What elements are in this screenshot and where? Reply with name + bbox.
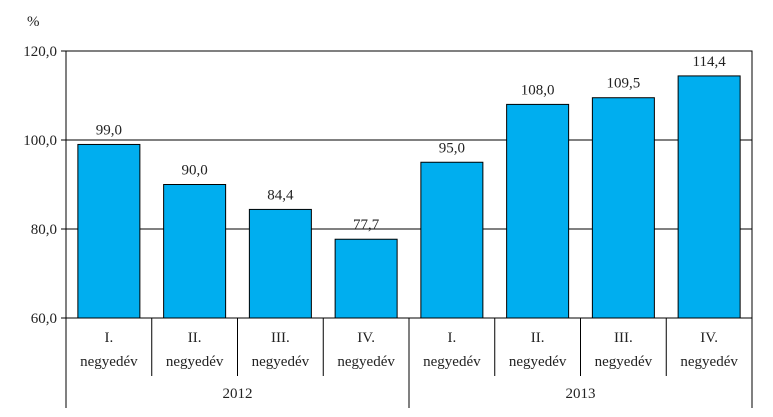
category-label-line2: negyedév	[423, 354, 481, 370]
category-label-line2: negyedév	[509, 354, 567, 370]
category-label-line1: III.	[271, 330, 290, 346]
bar-value-label: 114,4	[693, 54, 727, 70]
category-label-line2: negyedév	[166, 354, 224, 370]
x-category-labels: I. negyedév II. negyedév III. negyedév IV. negy…	[80, 330, 738, 370]
bar-value-label: 84,4	[267, 187, 294, 203]
category-label-line1: IV.	[357, 330, 375, 346]
category-label-line1: II.	[531, 330, 545, 346]
bar	[163, 184, 227, 319]
bar	[420, 161, 484, 319]
category-label-line2: negyedév	[595, 354, 653, 370]
category-label-line2: negyedév	[680, 354, 738, 370]
y-tick-label: 120,0	[23, 44, 57, 60]
value-labels: 99,0 90,0 84,4 77,7 95,0 108,0 109,5 114,4	[96, 54, 726, 233]
bar-value-label: 90,0	[182, 163, 208, 179]
y-tick-label: 60,0	[31, 311, 57, 327]
group-label: 2012	[223, 386, 253, 402]
category-label-line1: IV.	[700, 330, 718, 346]
group-label: 2013	[566, 386, 596, 402]
category-label-line1: I.	[105, 330, 114, 346]
y-tick-labels: 60,0 80,0 100,0 120,0	[23, 44, 57, 327]
bar-value-label: 99,0	[96, 122, 122, 138]
bar	[334, 238, 398, 319]
bar	[248, 208, 312, 319]
y-tick-label: 100,0	[23, 133, 57, 149]
bar	[677, 75, 741, 319]
y-tick-label: 80,0	[31, 222, 57, 238]
year-group-labels: 2012 2013	[223, 386, 596, 402]
bar-value-label: 108,0	[521, 82, 555, 98]
category-label-line1: II.	[188, 330, 202, 346]
bar	[591, 97, 655, 319]
category-label-line1: I.	[448, 330, 457, 346]
bars	[77, 75, 741, 319]
bar-value-label: 109,5	[607, 76, 641, 92]
category-label-line2: negyedév	[80, 354, 138, 370]
bar-value-label: 95,0	[439, 140, 465, 156]
bar	[506, 103, 570, 319]
category-label-line1: III.	[614, 330, 633, 346]
bar	[77, 143, 141, 319]
bar-value-label: 77,7	[353, 217, 380, 233]
category-label-line2: negyedév	[252, 354, 310, 370]
y-axis-unit-label: %	[27, 14, 40, 30]
axes	[61, 50, 753, 408]
category-label-line2: negyedév	[337, 354, 395, 370]
